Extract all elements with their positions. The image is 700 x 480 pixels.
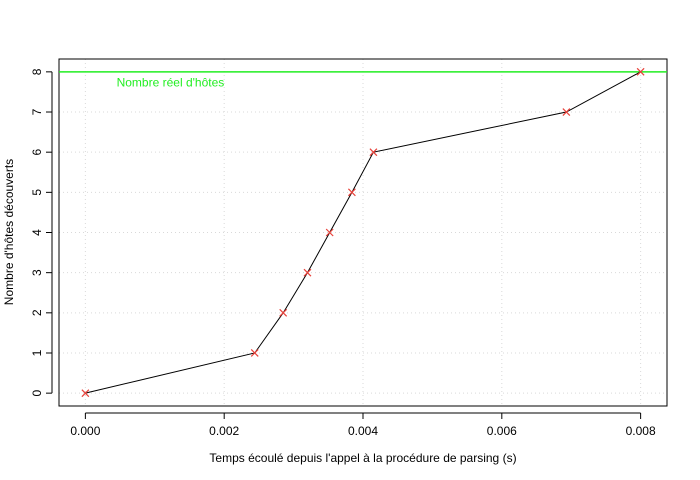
y-tick-label: 4 xyxy=(30,229,44,236)
x-tick-label: 0.006 xyxy=(487,424,517,438)
data-point-stroke xyxy=(250,349,259,357)
data-point-stroke xyxy=(81,389,90,398)
x-tick-label: 0.004 xyxy=(348,424,378,438)
data-point xyxy=(636,67,645,76)
y-tick-label: 7 xyxy=(30,108,44,115)
data-point xyxy=(81,389,90,398)
y-axis-label: Nombre d'hôtes découverts xyxy=(2,159,16,305)
x-axis: 0.000 0.002 0.004 0.006 0.008 xyxy=(70,412,656,438)
data-point xyxy=(250,349,259,357)
reference-line-group: Nombre réel d'hôtes xyxy=(59,71,667,90)
data-point-stroke xyxy=(303,268,312,277)
y-tick-label: 0 xyxy=(30,389,44,396)
grid-lines xyxy=(59,59,667,406)
y-tick-label: 5 xyxy=(30,189,44,196)
data-point-stroke xyxy=(347,188,356,197)
x-axis-label: Temps écoulé depuis l'appel à la procédu… xyxy=(209,451,516,465)
y-tick-label: 2 xyxy=(30,309,44,316)
data-point-stroke xyxy=(369,148,378,157)
series-line xyxy=(85,71,641,394)
reference-line-label: Nombre réel d'hôtes xyxy=(117,76,225,90)
data-point-stroke xyxy=(325,228,334,237)
data-point xyxy=(369,148,378,157)
y-tick-label: 6 xyxy=(30,149,44,156)
plot-frame xyxy=(58,58,668,407)
data-point xyxy=(303,268,312,277)
data-point xyxy=(325,228,334,237)
data-point-stroke xyxy=(279,308,288,317)
x-tick-label: 0.008 xyxy=(626,424,656,438)
data-point xyxy=(562,108,571,116)
x-tick-label: 0.000 xyxy=(70,424,100,438)
data-point-stroke xyxy=(636,67,645,76)
series-group xyxy=(81,67,645,398)
x-tick-label: 0.002 xyxy=(209,424,239,438)
y-tick-label: 1 xyxy=(30,349,44,356)
y-tick-label: 8 xyxy=(30,68,44,75)
y-tick-label: 3 xyxy=(30,269,44,276)
data-point xyxy=(279,308,288,317)
y-axis: 0 1 2 3 4 5 6 7 8 xyxy=(30,68,53,396)
data-point-stroke xyxy=(562,108,571,116)
data-point xyxy=(347,188,356,197)
